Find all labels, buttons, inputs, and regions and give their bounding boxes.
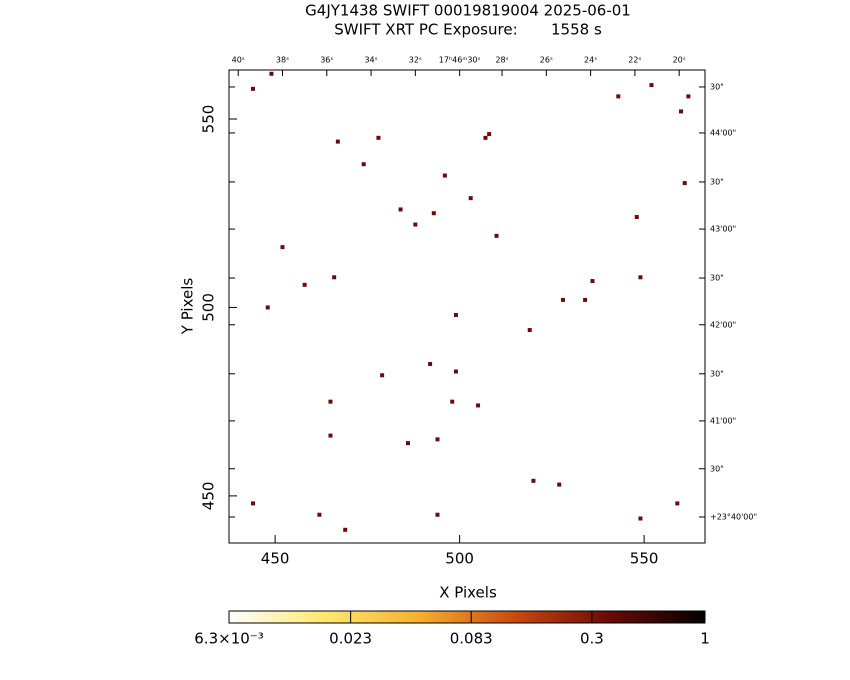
x-axis-label: X Pixels — [439, 584, 497, 602]
source-pixel — [494, 233, 499, 238]
source-pixel — [376, 135, 381, 140]
right-tick-label: 30" — [710, 274, 724, 283]
source-pixel — [328, 399, 333, 404]
y-axis-label: Y Pixels — [179, 278, 197, 336]
source-pixel — [453, 312, 458, 317]
source-pixel — [302, 282, 307, 287]
source-pixel — [335, 139, 340, 144]
chart-title: G4JY1438 SWIFT 00019819004 2025-06-01 — [305, 2, 631, 20]
source-pixel — [679, 109, 684, 114]
source-pixel — [483, 135, 488, 140]
right-tick-label: 44'00" — [710, 128, 736, 137]
source-pixel — [280, 245, 285, 250]
top-tick-label: 36ˢ — [320, 56, 333, 65]
colorbar — [228, 610, 706, 624]
source-pixel — [328, 433, 333, 438]
source-pixel — [675, 501, 680, 506]
source-pixel — [428, 361, 433, 366]
y-tick-label: 500 — [200, 293, 218, 322]
source-pixel — [527, 328, 532, 333]
colorbar-tick-label: 0.3 — [580, 630, 604, 648]
top-tick-label: 20ˢ — [673, 56, 686, 65]
source-pixel — [649, 83, 654, 88]
y-tick-label: 550 — [200, 105, 218, 134]
source-pixel — [686, 94, 691, 99]
x-tick-label: 500 — [445, 550, 474, 568]
source-pixel — [468, 196, 473, 201]
source-pixel — [638, 275, 643, 280]
source-pixel — [405, 441, 410, 446]
source-pixel — [398, 207, 403, 212]
top-tick-label: 28ˢ — [495, 56, 508, 65]
source-pixel — [317, 512, 322, 517]
top-tick-label: 22ˢ — [628, 56, 641, 65]
source-pixel — [431, 211, 436, 216]
colorbar-tick-label: 6.3×10⁻³ — [194, 630, 263, 648]
source-pixel — [557, 482, 562, 487]
colorbar-tick-label: 1 — [700, 630, 710, 648]
plot-frame — [228, 69, 706, 544]
source-pixel — [435, 437, 440, 442]
colorbar-tick-label: 0.023 — [329, 630, 372, 648]
source-pixel — [590, 279, 595, 284]
right-tick-label: 30" — [710, 464, 724, 473]
source-pixel — [476, 403, 481, 408]
top-tick-label: 34ˢ — [364, 56, 377, 65]
top-tick-label: 38ˢ — [276, 56, 289, 65]
source-pixel — [638, 516, 643, 521]
top-tick-label: 26ˢ — [540, 56, 553, 65]
source-pixel — [413, 222, 418, 227]
y-tick-label: 450 — [200, 482, 218, 511]
source-pixel — [450, 399, 455, 404]
source-pixel — [531, 478, 536, 483]
x-tick-label: 550 — [630, 550, 659, 568]
source-pixel — [435, 512, 440, 517]
source-pixel — [361, 162, 366, 167]
chart-subtitle: SWIFT XRT PC Exposure: 1558 s — [334, 21, 602, 39]
right-tick-label: 30" — [710, 82, 724, 91]
source-pixel — [634, 214, 639, 219]
source-pixel — [332, 275, 337, 280]
x-tick-label: 450 — [261, 550, 290, 568]
source-pixel — [380, 373, 385, 378]
source-pixel — [250, 86, 255, 91]
top-tick-label: 24ˢ — [584, 56, 597, 65]
source-pixel — [250, 501, 255, 506]
right-tick-label: +23°40'00" — [710, 512, 757, 521]
source-pixel — [453, 369, 458, 374]
right-tick-label: 42'00" — [710, 320, 736, 329]
source-pixel — [682, 181, 687, 186]
source-pixel — [487, 132, 492, 137]
source-pixel — [265, 305, 270, 310]
colorbar-tick-label: 0.083 — [450, 630, 493, 648]
source-pixel — [343, 527, 348, 532]
source-pixel — [269, 71, 274, 76]
top-tick-label: 40ˢ — [232, 56, 245, 65]
top-tick-label: 32ˢ — [409, 56, 422, 65]
top-tick-label: 17ʰ46ᵐ30ˢ — [439, 56, 481, 65]
source-pixel — [442, 173, 447, 178]
right-tick-label: 30" — [710, 177, 724, 186]
right-tick-label: 43'00" — [710, 225, 736, 234]
right-tick-label: 41'00" — [710, 416, 736, 425]
source-pixel — [560, 297, 565, 302]
source-pixel — [616, 94, 621, 99]
right-tick-label: 30" — [710, 369, 724, 378]
source-pixel — [583, 297, 588, 302]
